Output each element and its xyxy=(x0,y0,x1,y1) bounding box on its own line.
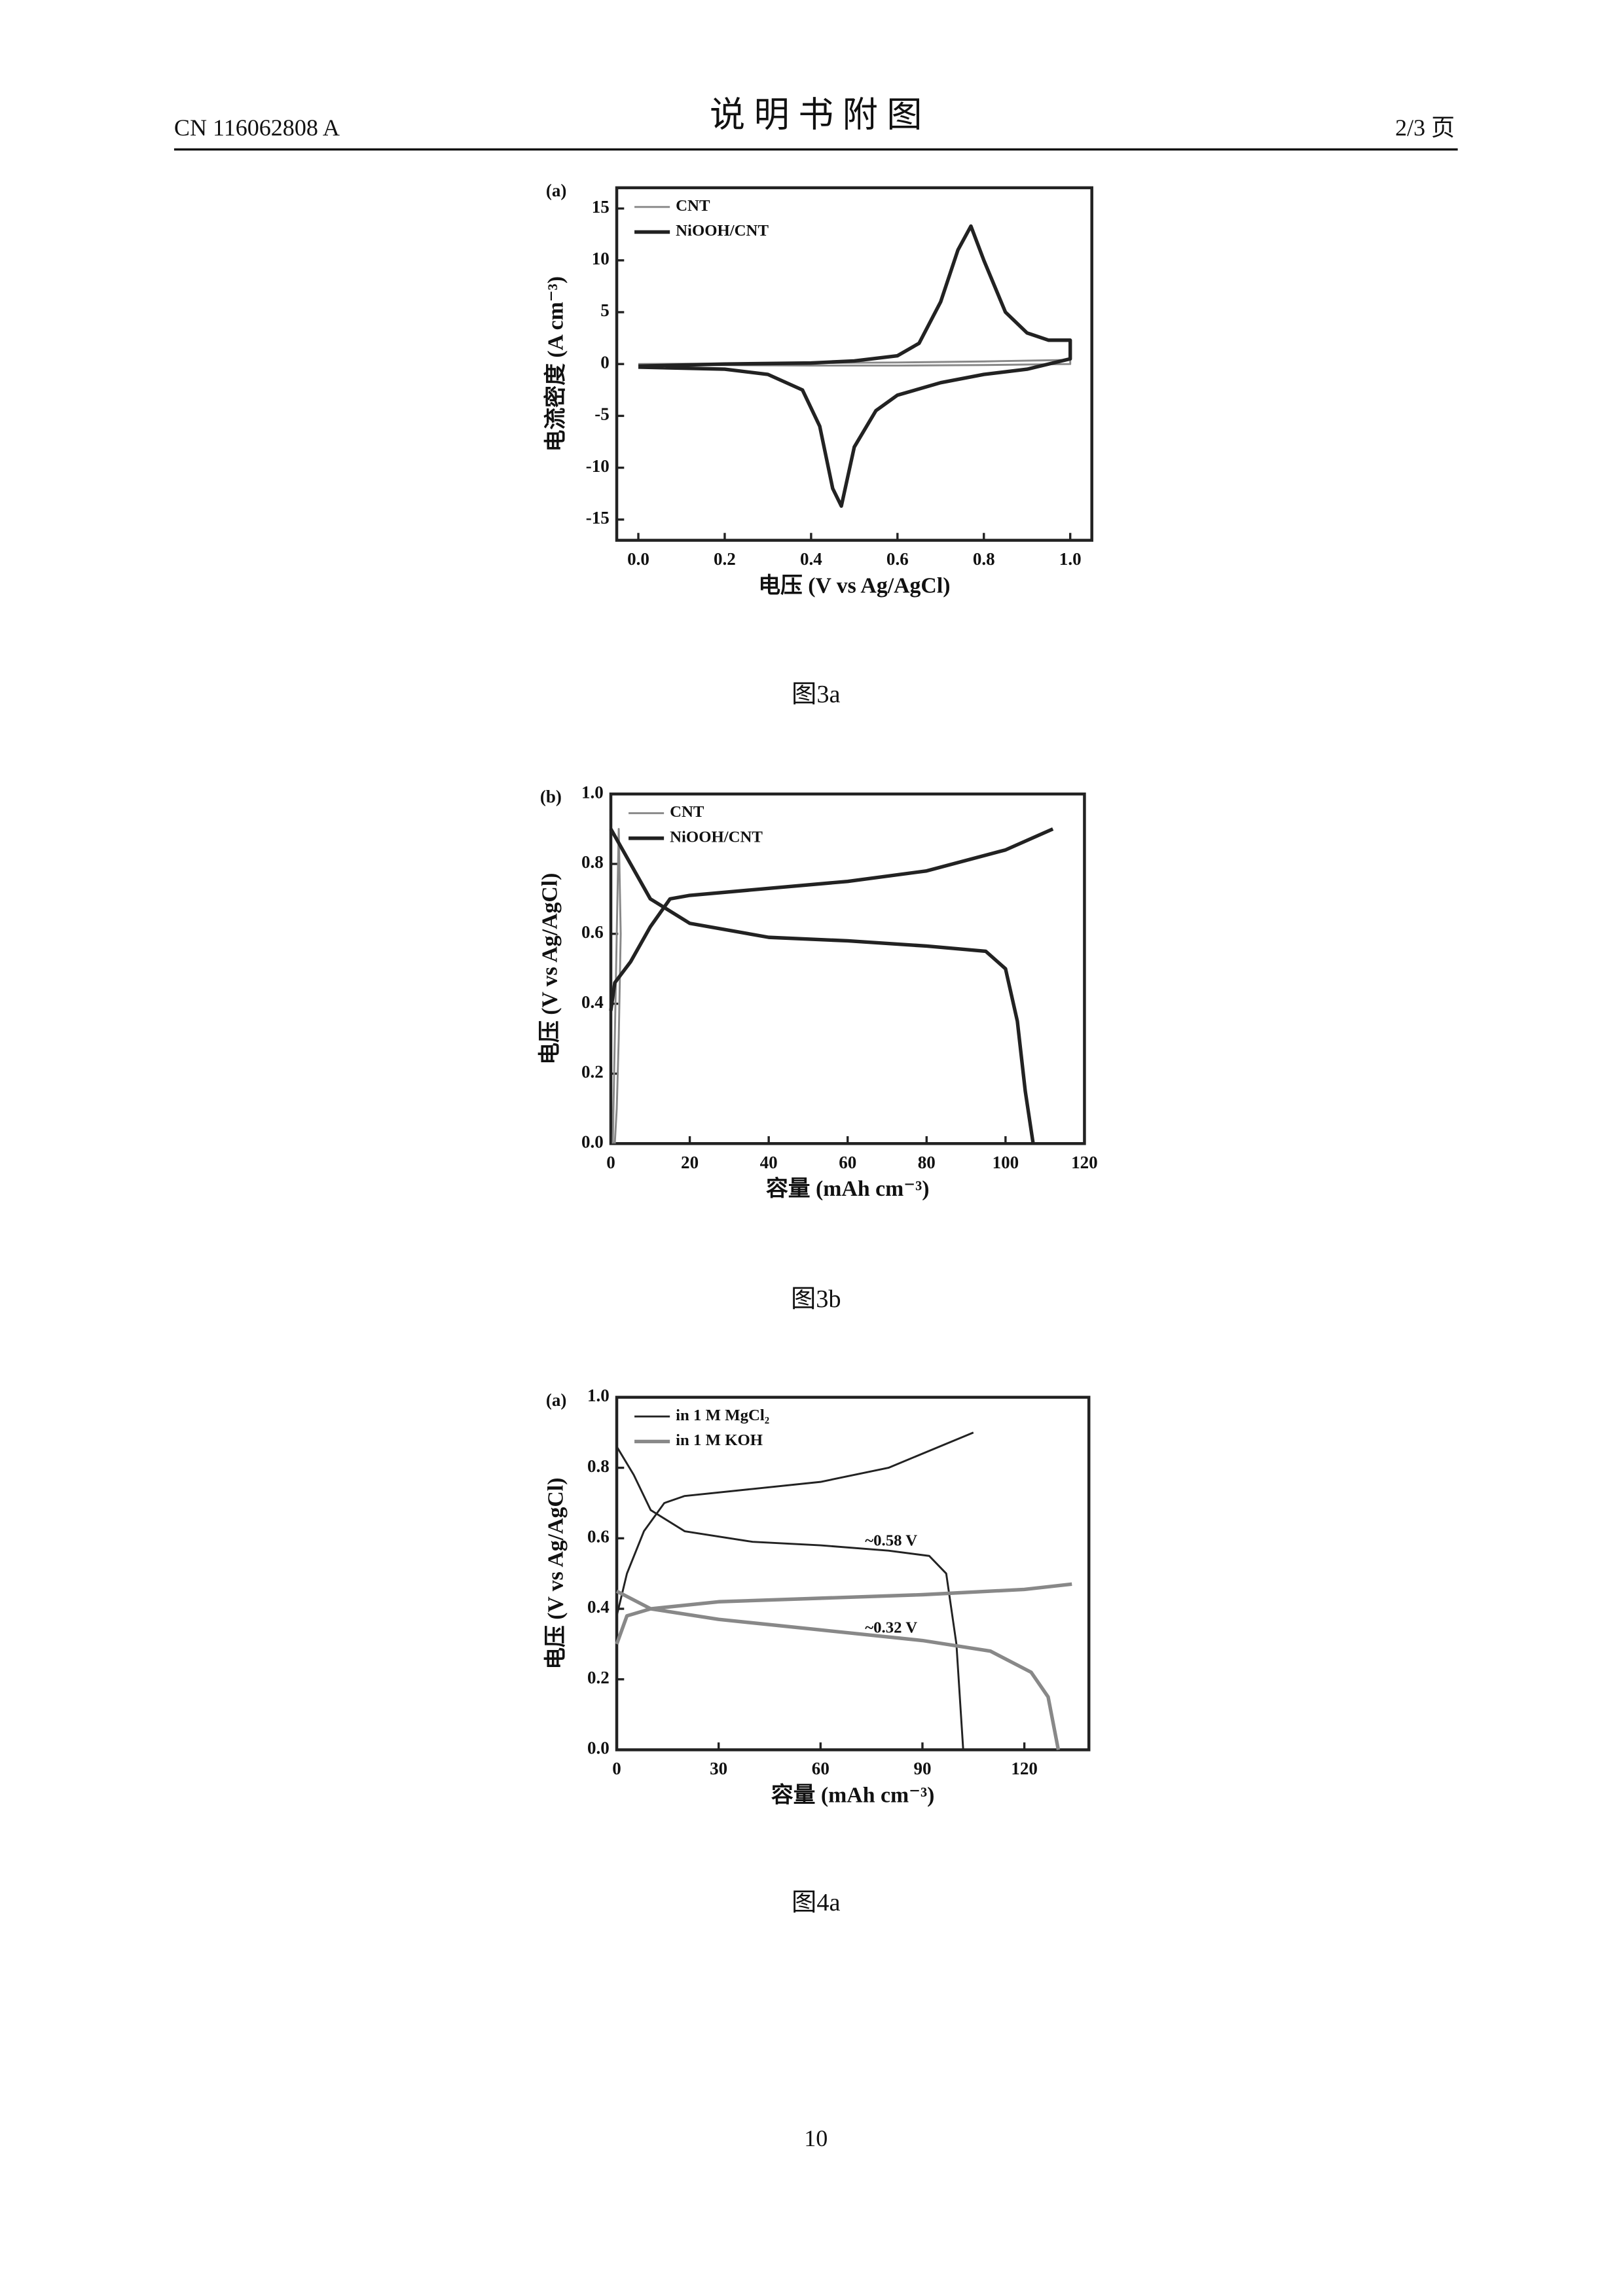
caption: 图3a xyxy=(792,681,840,708)
chart: 0 30 60 90 120 0.0 0.2 0.4 0.6 0.8 1.0 (a) 容量 (mAh c… xyxy=(543,1386,1091,1807)
y-tick-label: 15 xyxy=(592,197,610,217)
doc-title: 说 明 书 附 图 xyxy=(710,95,922,134)
y-axis-label: 电压 (V vs Ag/AgCl) xyxy=(538,873,562,1065)
annotation: ~0.32 V xyxy=(865,1619,917,1636)
y-tick-label: 0 xyxy=(600,352,610,372)
data-line xyxy=(638,224,1072,508)
x-tick-label: 120 xyxy=(1071,1153,1098,1172)
legend-label: CNT xyxy=(676,197,710,215)
page-number: 10 xyxy=(804,2125,828,2151)
chart: 0.0 0.2 0.4 0.6 0.8 1.0 -15 -10 -5 0 5 10 15 (a) 电压 (V… xyxy=(543,181,1093,598)
data-line xyxy=(615,1582,1072,1750)
x-tick-label: 60 xyxy=(839,1153,856,1172)
y-tick-label: 0.6 xyxy=(581,922,604,942)
y-tick-label: 5 xyxy=(600,300,610,320)
y-tick-label: 10 xyxy=(592,249,610,268)
x-tick-label: 0.0 xyxy=(627,549,649,569)
legend-label: CNT xyxy=(670,803,704,821)
panel-label: (a) xyxy=(546,181,567,200)
y-tick-label: 0.2 xyxy=(587,1668,610,1687)
caption: 图4a xyxy=(792,1889,840,1916)
y-axis-label: 电压 (V vs Ag/AgCl) xyxy=(543,1478,568,1670)
annotation: ~0.58 V xyxy=(865,1532,917,1549)
x-axis-label: 容量 (mAh cm⁻³) xyxy=(766,1176,929,1201)
y-tick-label: 0.2 xyxy=(581,1062,604,1082)
x-tick-label: 0.4 xyxy=(800,549,822,569)
panel-label: (a) xyxy=(546,1390,567,1410)
x-tick-label: 0 xyxy=(612,1759,621,1778)
x-tick-label: 80 xyxy=(918,1153,936,1172)
x-tick-label: 0.8 xyxy=(973,549,995,569)
panel-label: (b) xyxy=(540,787,562,806)
legend-label: NiOOH/CNT xyxy=(676,222,769,240)
x-axis-label: 容量 (mAh cm⁻³) xyxy=(771,1782,934,1807)
data-line xyxy=(615,1431,974,1750)
x-tick-label: 100 xyxy=(993,1153,1019,1172)
x-tick-label: 0 xyxy=(606,1153,615,1172)
page-info: 2/3 页 xyxy=(1395,115,1455,141)
x-tick-label: 0.6 xyxy=(886,549,909,569)
x-tick-label: 1.0 xyxy=(1059,549,1082,569)
chart: 0 20 40 60 80 100 120 0.0 0.2 0.4 0.6 0.8 1.0 (b) 容量 (… xyxy=(538,782,1098,1201)
data-line xyxy=(611,828,622,1144)
y-tick-label: 1.0 xyxy=(581,782,604,802)
data-line xyxy=(609,827,1054,1144)
y-tick-label: 0.0 xyxy=(581,1132,604,1151)
plot-frame xyxy=(615,1395,1091,1751)
y-tick-label: 0.6 xyxy=(587,1527,610,1547)
legend-label: NiOOH/CNT xyxy=(670,828,763,846)
doc-number: CN 116062808 A xyxy=(174,115,340,141)
y-axis-label: 电流密度 (A cm⁻³) xyxy=(543,276,568,452)
x-tick-label: 120 xyxy=(1011,1759,1038,1778)
y-tick-label: -10 xyxy=(586,456,610,476)
x-tick-label: 40 xyxy=(760,1153,778,1172)
x-axis-label: 电压 (V vs Ag/AgCl) xyxy=(758,573,950,598)
x-tick-label: 30 xyxy=(710,1759,727,1778)
legend-label: in 1 M KOH xyxy=(676,1431,763,1449)
y-tick-label: 0.8 xyxy=(587,1456,610,1476)
legend-label: in 1 M MgCl₂ xyxy=(676,1407,769,1424)
caption: 图3b xyxy=(791,1285,841,1313)
x-tick-label: 90 xyxy=(913,1759,931,1778)
y-tick-label: 1.0 xyxy=(587,1386,610,1405)
y-tick-label: 0.0 xyxy=(587,1738,610,1758)
y-tick-label: 0.8 xyxy=(581,852,604,872)
y-tick-label: 0.4 xyxy=(581,992,604,1012)
x-tick-label: 60 xyxy=(812,1759,830,1778)
y-tick-label: 0.4 xyxy=(587,1597,610,1617)
x-tick-label: 0.2 xyxy=(714,549,736,569)
x-tick-label: 20 xyxy=(681,1153,699,1172)
y-tick-label: -15 xyxy=(586,508,610,528)
y-tick-label: -5 xyxy=(594,404,610,424)
